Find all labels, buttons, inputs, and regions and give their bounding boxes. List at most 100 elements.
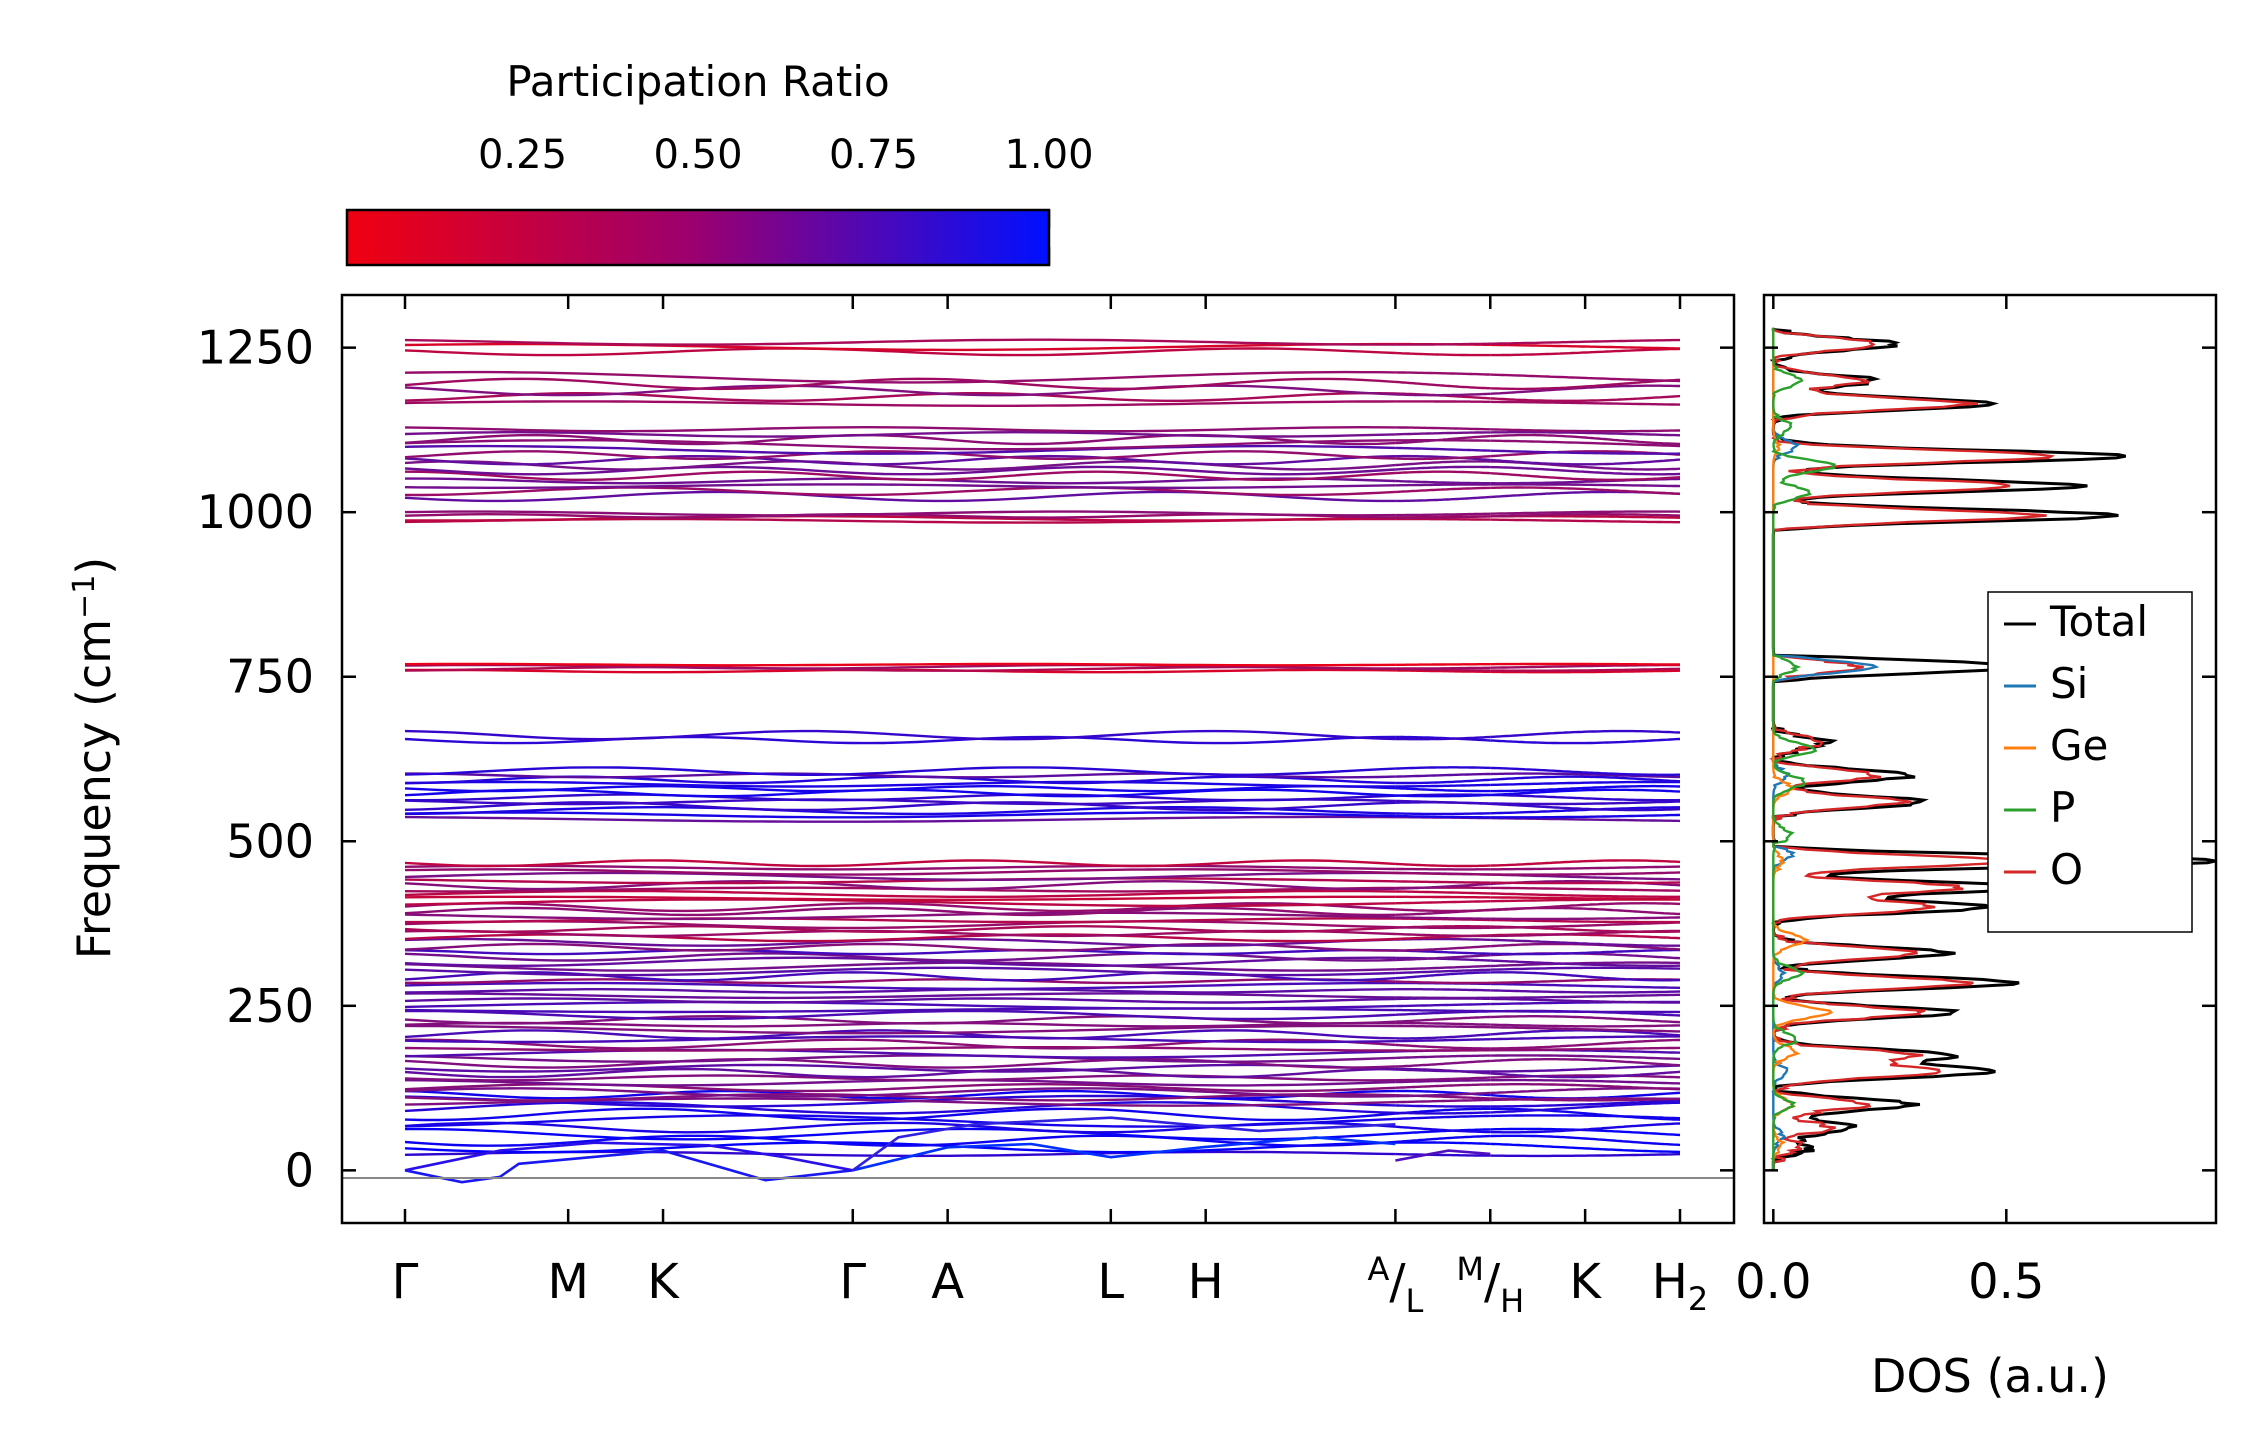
band-x-tick-label: Γ (392, 1254, 419, 1310)
band-line (405, 1127, 1396, 1141)
band-line (1490, 859, 1681, 867)
band-line (404, 425, 1396, 433)
band-line (1395, 926, 1491, 930)
band-line (1395, 479, 1491, 485)
band-line (404, 430, 1396, 438)
band-line (404, 1029, 1396, 1040)
legend-label-o: O (2050, 845, 2083, 894)
colorbar-tick-label: 0.75 (829, 132, 918, 178)
band-line (1490, 729, 1681, 739)
band-line (404, 1141, 1396, 1154)
band-line (1395, 426, 1491, 431)
band-line (1395, 1076, 1491, 1082)
band-line (404, 981, 1396, 991)
acoustic-band-line (852, 1136, 1396, 1172)
band-line (405, 917, 1396, 924)
band-line (404, 1048, 1396, 1059)
band-line (1490, 896, 1680, 901)
band-line (1395, 787, 1491, 793)
band-line (1490, 1015, 1681, 1024)
dos-legend: Total Si Ge PO (1987, 591, 2193, 933)
band-line (1490, 1083, 1681, 1091)
dos-x-axis-label: DOS (a.u.) (1871, 1349, 2109, 1403)
band-line (1395, 495, 1491, 503)
band-y-axis-label: Frequency (cm−1) (67, 557, 121, 960)
band-line (1490, 802, 1681, 812)
band-line (1490, 1122, 1681, 1134)
band-line (1395, 1059, 1491, 1068)
band-line (1490, 1035, 1680, 1041)
band-line (1395, 793, 1491, 798)
band-line (1395, 486, 1491, 494)
band-line (404, 400, 1396, 407)
band-x-tick-label: K (647, 1254, 680, 1310)
band-line (404, 898, 1396, 908)
band-line (1395, 663, 1491, 666)
band-line (1395, 380, 1491, 390)
band-line (1395, 1079, 1491, 1084)
band-line (1490, 1107, 1681, 1121)
band-line (1490, 669, 1681, 674)
band-line (404, 729, 1396, 741)
band-line (1395, 932, 1491, 938)
band-line (1395, 783, 1491, 788)
band-line (404, 392, 1396, 402)
band-line (1490, 1070, 1681, 1079)
band-line (1490, 1101, 1681, 1114)
dos-x-tick-label: 0.0 (1735, 1254, 1811, 1310)
band-x-tick-label: A/L (1367, 1250, 1423, 1320)
band-line (1490, 465, 1681, 476)
band-line (1395, 1111, 1491, 1115)
band-line (405, 486, 1396, 497)
dos-lines (1768, 327, 2216, 1171)
band-line (404, 515, 1396, 522)
band-y-tick-label: 250 (226, 979, 314, 1033)
band-line (1395, 799, 1491, 805)
band-line (1490, 472, 1681, 481)
band-line (1395, 908, 1491, 913)
band-line (404, 1035, 1396, 1044)
band-line (1490, 865, 1681, 871)
band-line (404, 338, 1396, 346)
legend-items: Total Si Ge PO (2004, 597, 2148, 894)
band-line (1395, 470, 1491, 475)
band-line (404, 864, 1396, 871)
band-line (1490, 916, 1681, 921)
band-line (1395, 871, 1491, 876)
band-line (404, 470, 1396, 481)
band-y-ticks: 0 250 500 750 1000 1250 (197, 321, 1734, 1197)
band-line (1395, 814, 1491, 819)
band-line (1395, 1141, 1491, 1146)
band-line (1395, 766, 1491, 770)
acoustic-band-line (404, 1149, 853, 1184)
band-line (1490, 449, 1681, 455)
band-x-tick-label: K (1569, 1254, 1602, 1310)
band-line (1490, 800, 1681, 806)
band-line (404, 510, 1396, 517)
band-x-tick-label: M/H (1456, 1250, 1524, 1320)
legend-label-p: P (2050, 783, 2075, 832)
band-line (1490, 971, 1681, 982)
band-lines (404, 338, 1681, 1184)
band-line (1490, 871, 1681, 876)
band-line (1395, 454, 1491, 462)
band-line (1395, 778, 1491, 785)
band-line (1395, 735, 1491, 741)
legend-label-si: Si (2050, 659, 2088, 708)
band-line (1490, 918, 1680, 924)
band-line (1395, 954, 1491, 962)
band-line (404, 895, 1396, 901)
band-line (1395, 446, 1491, 452)
band-plot-frame (340, 293, 1736, 1225)
band-line (1395, 895, 1491, 899)
band-line (1490, 662, 1680, 666)
band-line (1395, 1054, 1491, 1060)
band-line (1490, 997, 1680, 1004)
colorbar-tick-label: 0.25 (478, 132, 567, 178)
band-line (404, 1063, 1396, 1073)
legend-frame (1987, 591, 2193, 933)
band-line (1395, 890, 1491, 895)
band-line (1490, 766, 1680, 776)
band-line (1395, 512, 1491, 517)
